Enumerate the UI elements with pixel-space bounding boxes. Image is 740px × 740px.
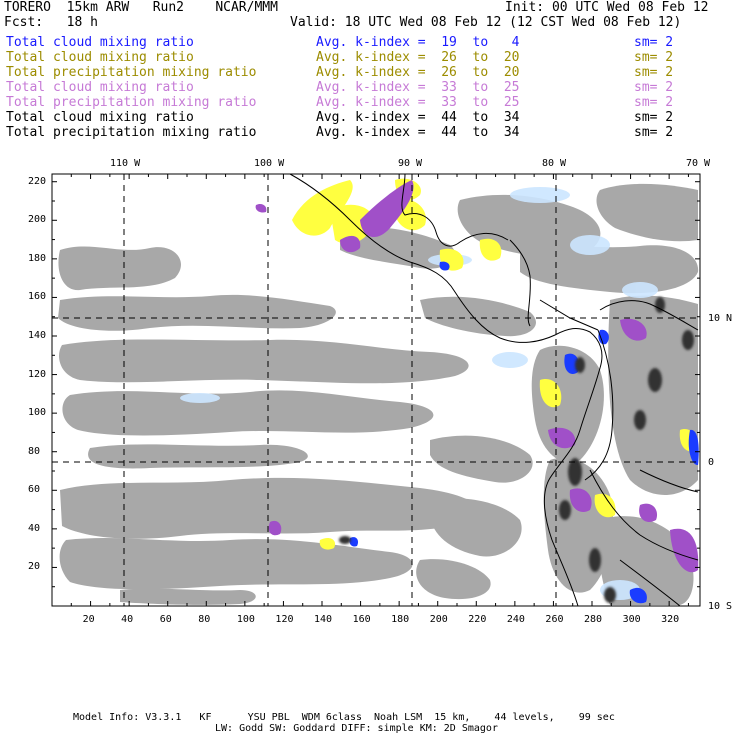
y-tick-label: 140 [28, 330, 47, 341]
legend-field: Total precipitation mixing ratio [6, 125, 257, 140]
model-info: Model Info: V3.3.1 KF YSU PBL WDM 6class… [73, 712, 615, 723]
x-tick-label: 120 [275, 614, 294, 625]
legend-field: Total precipitation mixing ratio [6, 65, 257, 80]
y-tick-label: 220 [28, 175, 47, 187]
legend-kindex: Avg. k-index = 33 to 25 [316, 95, 520, 110]
legend-kindex: Avg. k-index = 44 to 34 [316, 110, 520, 125]
legend-smoothing: sm= 2 [634, 65, 674, 80]
cloud-field-gray [58, 183, 699, 605]
legend-kindex: Avg. k-index = 19 to 4 [316, 35, 520, 50]
x-tick-label: 40 [121, 614, 134, 625]
lon-label: 90 W [398, 158, 423, 169]
x-tick-label: 100 [236, 614, 255, 625]
y-tick-label: 160 [28, 291, 47, 303]
legend-field: Total precipitation mixing ratio [6, 95, 257, 110]
lon-label: 80 W [542, 158, 567, 169]
lat-label: 0 [708, 457, 715, 468]
legend-field: Total cloud mixing ratio [6, 35, 194, 50]
x-tick-label: 240 [506, 614, 525, 625]
legend-field: Total cloud mixing ratio [6, 80, 194, 95]
cloud-field-blue [349, 261, 699, 604]
x-tick-label: 180 [391, 614, 410, 625]
coastlines [289, 173, 699, 607]
legend-kindex: Avg. k-index = 26 to 20 [316, 65, 520, 80]
x-tick-label: 80 [198, 614, 211, 625]
valid-time: Valid: 18 UTC Wed 08 Feb 12 (12 CST Wed … [290, 15, 682, 30]
lon-label: 70 W [686, 158, 711, 169]
y-tick-label: 40 [28, 522, 41, 534]
legend-smoothing: sm= 2 [634, 110, 674, 125]
y-tick-label: 120 [28, 368, 47, 380]
graticule [52, 174, 700, 606]
legend-smoothing: sm= 2 [634, 125, 674, 140]
cloud-field-lightblue [180, 187, 658, 600]
init-time: Init: 00 UTC Wed 08 Feb 12 [505, 0, 709, 15]
map-panel [51, 173, 701, 607]
y-tick-label: 180 [28, 252, 47, 264]
cloud-field-dark [339, 297, 694, 603]
x-tick-label: 300 [622, 614, 641, 625]
legend-kindex: Avg. k-index = 26 to 20 [316, 50, 520, 65]
y-tick-label: 100 [28, 407, 47, 419]
lon-label: 110 W [110, 158, 141, 169]
legend-smoothing: sm= 2 [634, 50, 674, 65]
axis-ticks [51, 174, 700, 607]
legend-kindex: Avg. k-index = 33 to 25 [316, 80, 520, 95]
legend-smoothing: sm= 2 [634, 35, 674, 50]
map-frame [51, 173, 701, 607]
legend-kindex: Avg. k-index = 44 to 34 [316, 125, 520, 140]
cloud-field-purple [255, 180, 699, 573]
y-tick-label: 60 [28, 484, 41, 496]
lon-label: 100 W [254, 158, 285, 169]
x-tick-label: 160 [352, 614, 371, 625]
x-tick-label: 140 [314, 614, 333, 625]
legend-field: Total cloud mixing ratio [6, 50, 194, 65]
legend-field: Total cloud mixing ratio [6, 110, 194, 125]
x-tick-label: 200 [429, 614, 448, 625]
lat-label: 10 N [708, 313, 733, 324]
x-tick-label: 260 [545, 614, 564, 625]
x-tick-label: 280 [584, 614, 603, 625]
y-tick-label: 20 [28, 561, 41, 573]
y-tick-label: 80 [28, 445, 41, 457]
x-tick-label: 60 [159, 614, 172, 625]
model-title: TORERO 15km ARW Run2 NCAR/MMM [4, 0, 278, 15]
x-tick-label: 20 [82, 614, 95, 625]
y-tick-label: 200 [28, 214, 47, 226]
legend-smoothing: sm= 2 [634, 80, 674, 95]
lat-label: 10 S [708, 601, 733, 612]
x-tick-label: 220 [468, 614, 487, 625]
forecast-hour: Fcst: 18 h [4, 15, 98, 30]
x-tick-label: 320 [661, 614, 680, 625]
physics-info: LW: Godd SW: Goddard DIFF: simple KM: 2D… [215, 723, 498, 734]
legend-smoothing: sm= 2 [634, 95, 674, 110]
